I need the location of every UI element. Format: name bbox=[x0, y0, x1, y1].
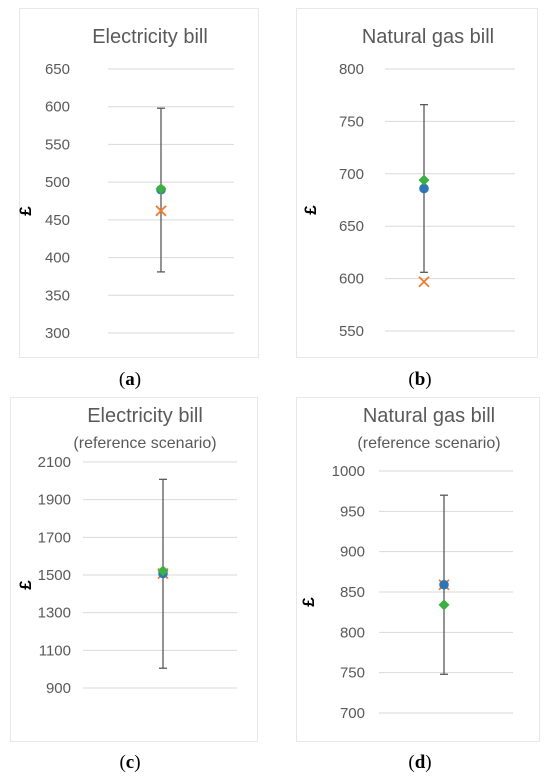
chart-d-tick-label: 1000 bbox=[332, 463, 365, 480]
chart-panel-a: Electricity bill 300 350 400 450 500 550 600 650… bbox=[16, 8, 259, 358]
chart-a-title: Electricity bill bbox=[92, 26, 208, 48]
chart-a-svg: Electricity bill 300 350 400 450 500 550 600 650… bbox=[16, 26, 234, 342]
chart-d-point-diamond bbox=[438, 599, 450, 611]
chart-b-point-x bbox=[418, 276, 430, 288]
chart-d-tick-label: 850 bbox=[340, 584, 365, 601]
chart-c-svg: Electricity bill (reference scenario) 900 1… bbox=[16, 405, 237, 697]
chart-d-tick-label: 900 bbox=[340, 544, 365, 561]
chart-a-tick-label: 300 bbox=[45, 325, 70, 342]
chart-a-tick-label: 600 bbox=[45, 99, 70, 116]
chart-c-subtitle: (reference scenario) bbox=[73, 435, 216, 452]
chart-b-tick-label: 650 bbox=[339, 218, 364, 235]
chart-d-ylabel: £ bbox=[299, 597, 318, 607]
chart-b-tick-label: 750 bbox=[339, 113, 364, 130]
chart-b-point-diamond bbox=[418, 174, 430, 186]
chart-c-tick-label: 1900 bbox=[38, 492, 71, 509]
chart-b-tick-label: 700 bbox=[339, 166, 364, 183]
chart-b-svg: Natural gas bill 550 600 650 700 750 800 £ bbox=[301, 26, 515, 340]
chart-c-tick-label: 2100 bbox=[38, 454, 71, 471]
chart-c-tick-label: 1700 bbox=[38, 529, 71, 546]
chart-c-tick-label: 1300 bbox=[38, 605, 71, 622]
chart-c-tick-label: 1500 bbox=[38, 567, 71, 584]
chart-d-tick-label: 700 bbox=[340, 705, 365, 722]
chart-d-tick-label: 750 bbox=[340, 665, 365, 682]
chart-d-tick-label: 950 bbox=[340, 503, 365, 520]
chart-a-point-diamond bbox=[155, 183, 167, 195]
chart-a-tick-label: 350 bbox=[45, 287, 70, 304]
caption-a: (a) bbox=[118, 369, 142, 390]
chart-d-point-circle bbox=[439, 579, 449, 590]
chart-a-tick-label: 450 bbox=[45, 212, 70, 229]
chart-b-tick-label: 550 bbox=[339, 323, 364, 340]
chart-c-tick-label: 1100 bbox=[39, 642, 71, 659]
chart-b-point-circle bbox=[419, 183, 429, 194]
chart-d-svg: Natural gas bill (reference scenario) 700 7… bbox=[299, 405, 513, 722]
chart-a-ylabel: £ bbox=[16, 206, 35, 216]
chart-a-tick-label: 400 bbox=[45, 250, 70, 267]
chart-b-title: Natural gas bill bbox=[362, 26, 494, 48]
chart-d-subtitle: (reference scenario) bbox=[357, 435, 500, 452]
chart-b-tick-label: 600 bbox=[339, 271, 364, 288]
chart-a-point-x bbox=[155, 205, 167, 217]
chart-c-tick-label: 900 bbox=[46, 680, 71, 697]
chart-c-point-diamond bbox=[157, 565, 169, 577]
chart-a-tick-label: 550 bbox=[45, 136, 70, 153]
chart-d-title: Natural gas bill bbox=[363, 405, 495, 427]
chart-panel-c: Electricity bill (reference scenario) 900 1… bbox=[10, 397, 258, 742]
chart-a-tick-label: 650 bbox=[45, 61, 70, 78]
chart-b-tick-label: 800 bbox=[339, 61, 364, 78]
chart-a-tick-label: 500 bbox=[45, 174, 70, 191]
caption-d: (d) bbox=[408, 752, 432, 773]
chart-b-ylabel: £ bbox=[301, 205, 320, 215]
chart-c-ylabel: £ bbox=[16, 580, 35, 590]
chart-c-title: Electricity bill bbox=[87, 405, 203, 427]
chart-panel-d: Natural gas bill (reference scenario) 700 7… bbox=[296, 397, 540, 742]
caption-c: (c) bbox=[119, 752, 141, 773]
caption-b: (b) bbox=[408, 369, 432, 390]
chart-d-tick-label: 800 bbox=[340, 624, 365, 641]
chart-panel-b: Natural gas bill 550 600 650 700 750 800 £ bbox=[296, 8, 538, 358]
